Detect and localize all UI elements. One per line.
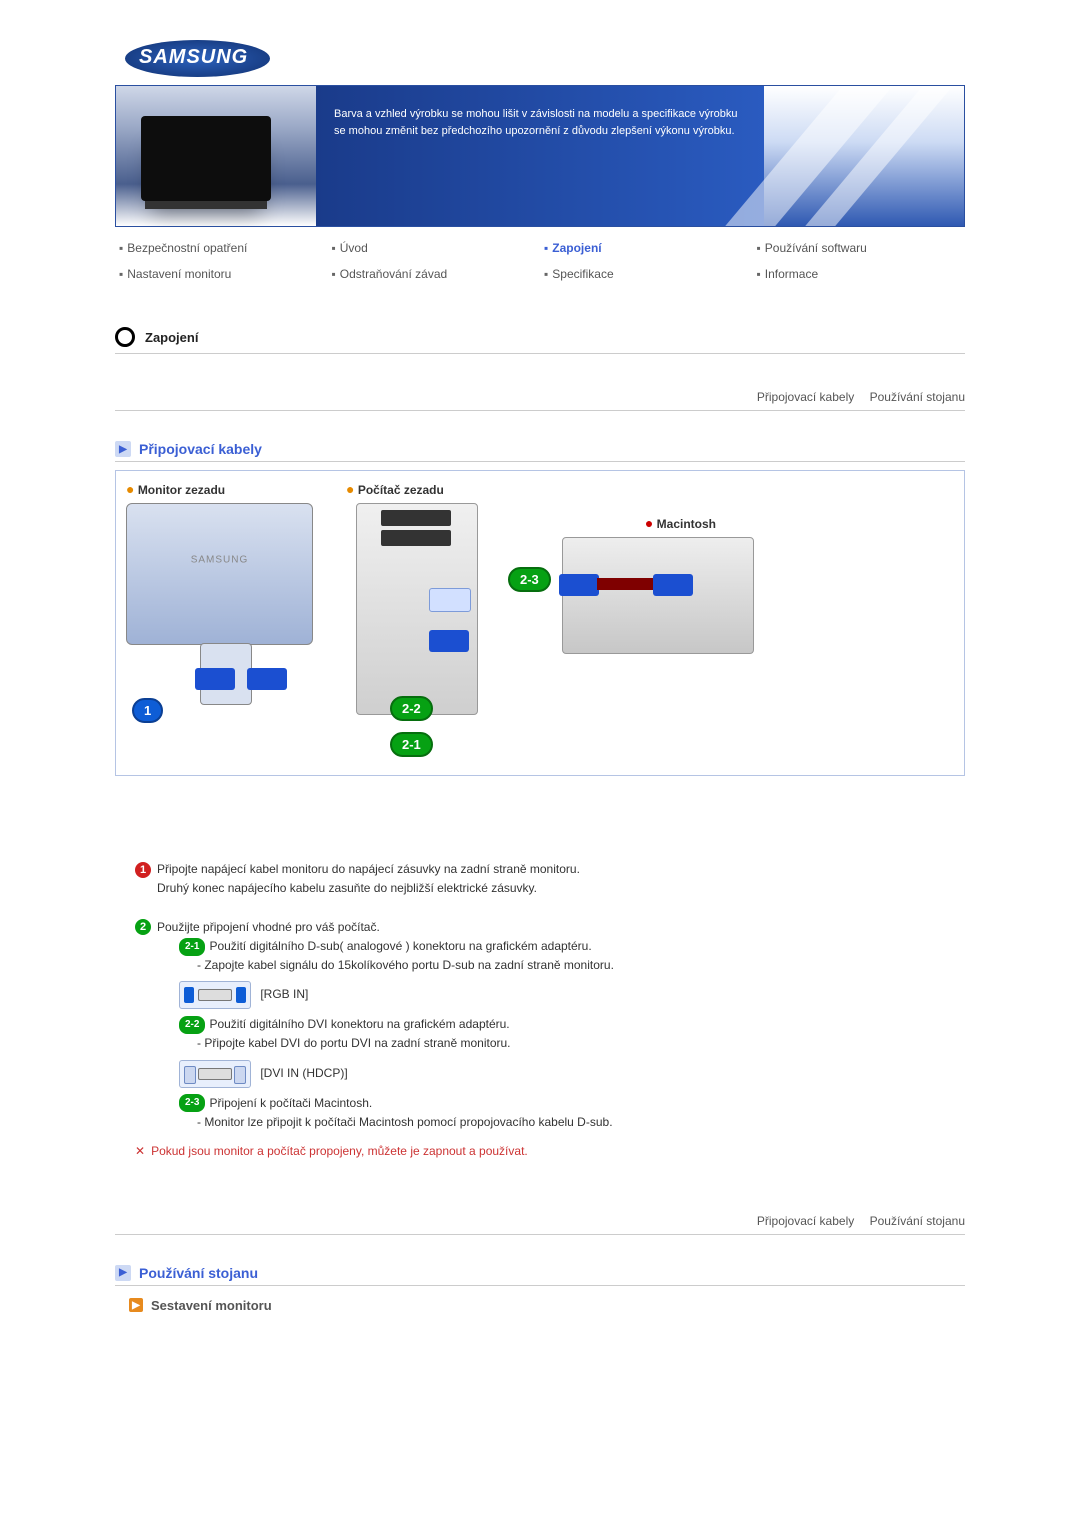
section-title: Zapojení	[145, 330, 198, 345]
arrow-orange-icon: ▶	[129, 1298, 143, 1312]
nav-intro[interactable]: ▪Úvod	[328, 235, 541, 261]
heading-cables: ▶ Připojovací kabely	[115, 441, 965, 462]
nav-connect[interactable]: ▪Zapojení	[540, 235, 753, 261]
subnav2-stand[interactable]: Používání stojanu	[870, 1214, 965, 1228]
circle-icon	[115, 327, 135, 347]
subnav-stand[interactable]: Používání stojanu	[870, 390, 965, 404]
monitor-back-graphic	[126, 503, 313, 645]
step-2-2-sub: - Připojte kabel DVI do portu DVI na zad…	[197, 1034, 965, 1053]
hero-text: Barva a vzhled výrobku se mohou lišit v …	[316, 86, 764, 226]
heading-stand: ▶ Používání stojanu	[115, 1265, 965, 1286]
hero-decoration	[764, 86, 964, 226]
subnav2-cables[interactable]: Připojovací kabely	[757, 1214, 854, 1228]
pill-2-3: 2-3	[179, 1094, 205, 1112]
label-mac: ● Macintosh	[526, 515, 716, 531]
brand-logo: SAMSUNG	[125, 40, 270, 77]
pill-2-1: 2-1	[179, 938, 205, 956]
arrow-icon: ▶	[115, 1265, 131, 1281]
step-2-1: 2-1Použití digitálního D-sub( analogové …	[179, 937, 965, 956]
nav-info[interactable]: ▪Informace	[753, 261, 966, 287]
hero-banner: Barva a vzhled výrobku se mohou lišit v …	[115, 85, 965, 227]
subheading-assembly: ▶ Sestavení monitoru	[129, 1298, 965, 1313]
step-2-1-sub: - Zapojte kabel signálu do 15kolíkového …	[197, 956, 965, 975]
arrow-icon: ▶	[115, 441, 131, 457]
hero-product-image	[116, 86, 316, 226]
callout-22: 2-2	[390, 696, 433, 721]
rgb-port-icon	[179, 981, 251, 1009]
nav-safety[interactable]: ▪Bezpečnostní opatření	[115, 235, 328, 261]
note: ✕Pokud jsou monitor a počítač propojeny,…	[135, 1144, 965, 1158]
step-2-3-sub: - Monitor lze připojit k počítači Macint…	[197, 1113, 965, 1132]
subnav: Připojovací kabely Používání stojanu	[115, 384, 965, 411]
label-pc: ● Počítač zezadu	[346, 481, 496, 497]
subnav-cables[interactable]: Připojovací kabely	[757, 390, 854, 404]
connection-diagram: ● Monitor zezadu 1 ● Počítač zezadu 2-2	[115, 470, 965, 776]
nav-troubleshoot[interactable]: ▪Odstraňování závad	[328, 261, 541, 287]
rgb-port-label: [RGB IN]	[260, 987, 308, 1001]
callout-23: 2-3	[508, 567, 551, 592]
step-1: 1Připojte napájecí kabel monitoru do nap…	[135, 860, 965, 898]
mac-box-graphic	[562, 537, 754, 654]
dvi-port-icon	[179, 1060, 251, 1088]
badge-1: 1	[135, 862, 151, 878]
callout-1: 1	[132, 698, 163, 723]
step-2-2: 2-2Použití digitálního DVI konektoru na …	[179, 1015, 965, 1034]
pc-tower-graphic	[356, 503, 478, 715]
label-monitor: ● Monitor zezadu	[126, 481, 326, 497]
x-icon: ✕	[135, 1144, 145, 1158]
nav-specs[interactable]: ▪Specifikace	[540, 261, 753, 287]
section-marker: Zapojení	[115, 327, 965, 354]
nav-software[interactable]: ▪Používání softwaru	[753, 235, 966, 261]
callout-21: 2-1	[390, 732, 433, 757]
step-2-3: 2-3Připojení k počítači Macintosh.	[179, 1094, 965, 1113]
monitor-stand-graphic	[200, 643, 252, 705]
subnav-2: Připojovací kabely Používání stojanu	[115, 1208, 965, 1235]
badge-2: 2	[135, 919, 151, 935]
main-nav: ▪Bezpečnostní opatření ▪Úvod ▪Zapojení ▪…	[115, 235, 965, 287]
step-2: 2Použijte připojení vhodné pro váš počít…	[135, 918, 965, 937]
dvi-port-label: [DVI IN (HDCP)]	[260, 1066, 347, 1080]
nav-settings[interactable]: ▪Nastavení monitoru	[115, 261, 328, 287]
pill-2-2: 2-2	[179, 1016, 205, 1034]
